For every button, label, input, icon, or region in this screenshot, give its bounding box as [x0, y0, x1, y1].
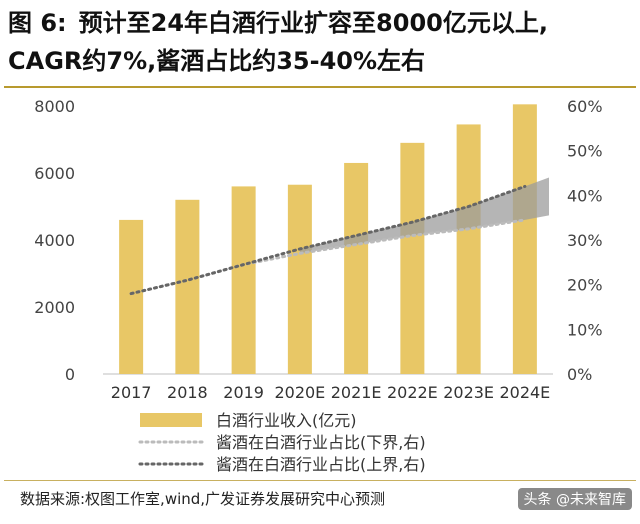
title-rule — [4, 86, 636, 88]
share-range-band — [299, 177, 549, 254]
x-tick-label: 2024E — [499, 383, 550, 402]
title-text-1: 预计至24年白酒行业扩容至8000亿元以上, — [78, 9, 548, 37]
chart-area: 0 2000 4000 6000 8000 0% 10% 20% 30% 40% 50% 60% 201… — [34, 97, 603, 474]
bar — [456, 124, 481, 374]
figure-label: 图 6: — [8, 9, 67, 37]
y-left-tick-label: 4000 — [34, 231, 75, 250]
y-left-tick-label: 2000 — [34, 298, 75, 317]
y-right-tick-label: 0% — [567, 365, 592, 384]
x-tick-label: 2022E — [387, 383, 438, 402]
x-tick-label: 2023E — [443, 383, 494, 402]
x-tick-label: 2018 — [167, 383, 208, 402]
y-right-tick-label: 30% — [567, 231, 603, 250]
y-right-tick-label: 40% — [567, 186, 603, 205]
bar — [175, 199, 200, 374]
y-right-tick-label: 50% — [567, 142, 603, 161]
watermark: 头条 @未来智库 — [517, 488, 632, 510]
y-left-tick-label: 0 — [65, 365, 75, 384]
y-right-tick-label: 60% — [567, 97, 603, 116]
legend-swatch-bar — [140, 413, 202, 427]
legend-label-bar: 白酒行业收入(亿元) — [216, 411, 357, 430]
bar — [231, 186, 256, 374]
footer-rule — [4, 480, 636, 481]
bar — [287, 184, 312, 374]
chart-title: 图 6: 预计至24年白酒行业扩容至8000亿元以上, CAGR约7%,酱酒占比约… — [8, 4, 632, 80]
y-right-tick-label: 20% — [567, 276, 603, 295]
upper-share-line — [129, 184, 527, 296]
bar — [119, 219, 144, 374]
y-left-tick-label: 6000 — [34, 164, 75, 183]
y-right-tick-label: 10% — [567, 320, 603, 339]
x-tick-label: 2020E — [274, 383, 325, 402]
title-line-1: 图 6: 预计至24年白酒行业扩容至8000亿元以上, — [8, 4, 632, 42]
y-left-tick-label: 8000 — [34, 97, 75, 116]
x-tick-label: 2017 — [111, 383, 152, 402]
bar — [344, 162, 369, 374]
bar — [512, 104, 537, 374]
bar — [400, 142, 425, 374]
title-line-2: CAGR约7%,酱酒占比约35-40%左右 — [8, 47, 426, 75]
source-note: 数据来源:权图工作室,wind,广发证券发展研究中心预测 — [20, 490, 386, 508]
legend-label-upper: 酱酒在白酒行业占比(上界,右) — [216, 455, 426, 474]
x-tick-label: 2019 — [223, 383, 264, 402]
legend-label-lower: 酱酒在白酒行业占比(下界,右) — [216, 433, 426, 452]
x-tick-label: 2021E — [331, 383, 382, 402]
